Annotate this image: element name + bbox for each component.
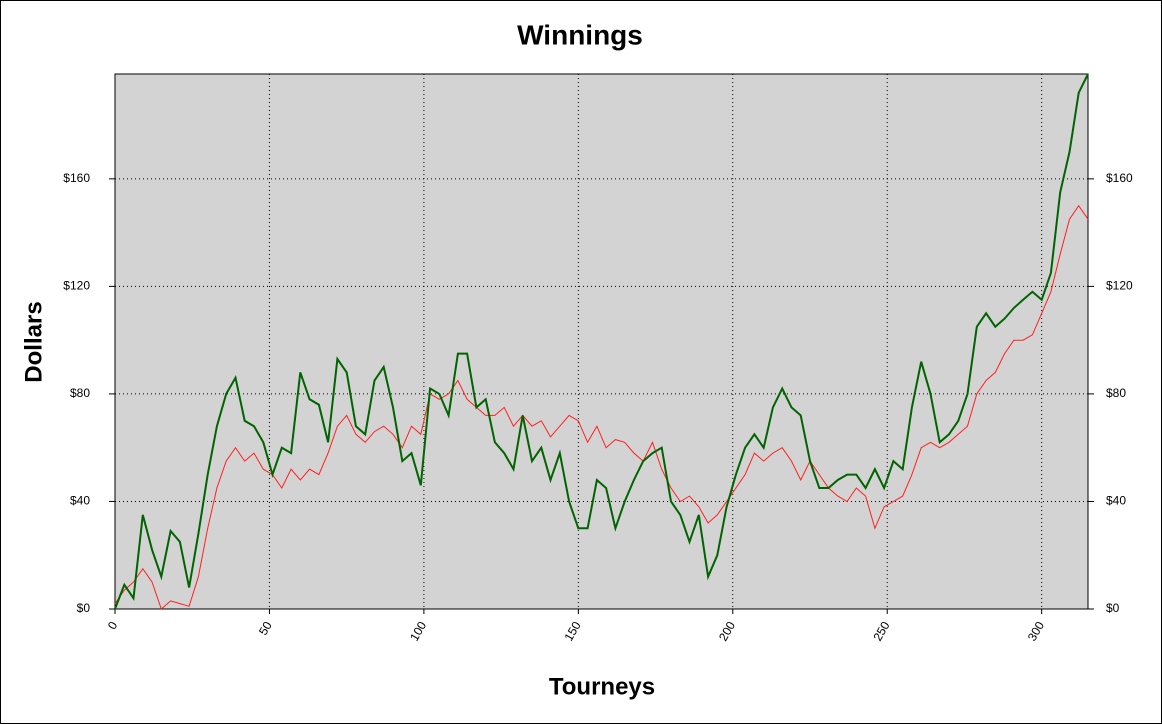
chart-title: Winnings <box>517 19 643 50</box>
y-tick-label: $0 <box>77 601 91 615</box>
y-tick-label: $80 <box>70 386 90 400</box>
x-axis-label: Tourneys <box>549 673 655 700</box>
y2-tick-label: $120 <box>1106 279 1133 293</box>
x-tick-label: 50 <box>256 619 275 638</box>
y2-tick-label: $160 <box>1106 171 1133 185</box>
y2-tick-label: $0 <box>1106 601 1120 615</box>
y2-tick-label: $80 <box>1106 386 1126 400</box>
y-tick-label: $40 <box>70 494 90 508</box>
data-line <box>114 73 1089 610</box>
y-axis-label: Dollars <box>20 301 47 382</box>
y-tick-label: $120 <box>63 279 90 293</box>
y-tick-label: $160 <box>63 171 90 185</box>
y2-tick-label: $40 <box>1106 494 1126 508</box>
data-line <box>114 204 1089 610</box>
plot-area <box>114 73 1089 610</box>
